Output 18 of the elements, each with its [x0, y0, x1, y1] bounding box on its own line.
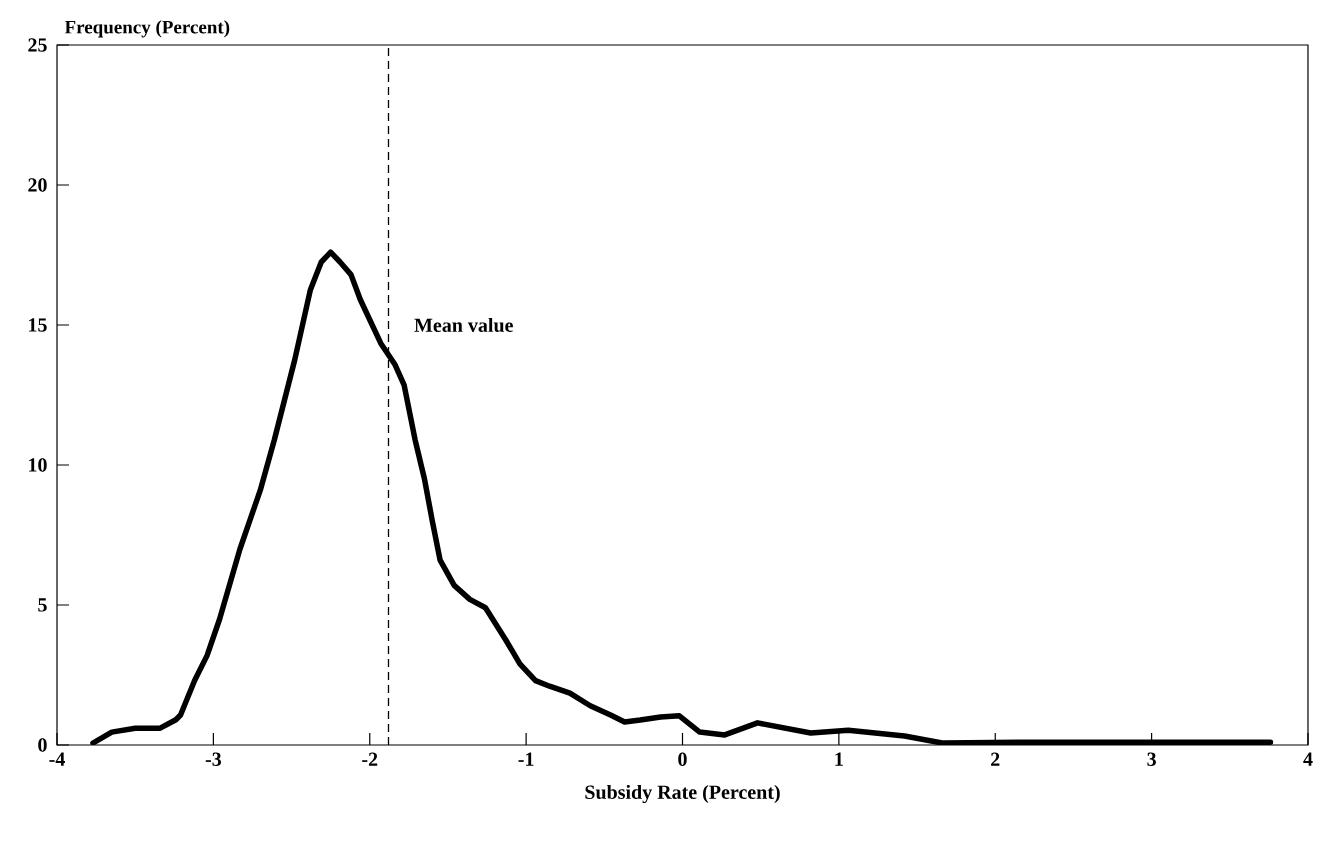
x-tick-label: -1	[518, 752, 534, 766]
x-tick-label: 2	[991, 752, 1000, 766]
ref-line-label: Mean value	[414, 317, 513, 333]
x-tick-label: -4	[49, 752, 65, 766]
y-tick-label: 0	[38, 738, 47, 752]
x-tick-label: 1	[835, 752, 843, 766]
y-tick-label: 25	[28, 38, 47, 52]
x-tick-label: 0	[678, 752, 687, 767]
x-tick-label: 4	[1303, 752, 1313, 766]
y-axis-title: Frequency (Percent)	[64, 20, 230, 38]
y-tick-label: 15	[29, 318, 47, 332]
y-tick-label: 10	[29, 458, 47, 472]
x-tick-label: -2	[362, 752, 378, 766]
x-tick-label: 3	[1147, 752, 1156, 766]
x-axis-title: Subsidy Rate (Percent)	[585, 784, 780, 804]
y-tick-label: 5	[38, 598, 47, 612]
y-tick-label: 20	[28, 178, 47, 192]
x-tick-label: -3	[205, 752, 222, 766]
